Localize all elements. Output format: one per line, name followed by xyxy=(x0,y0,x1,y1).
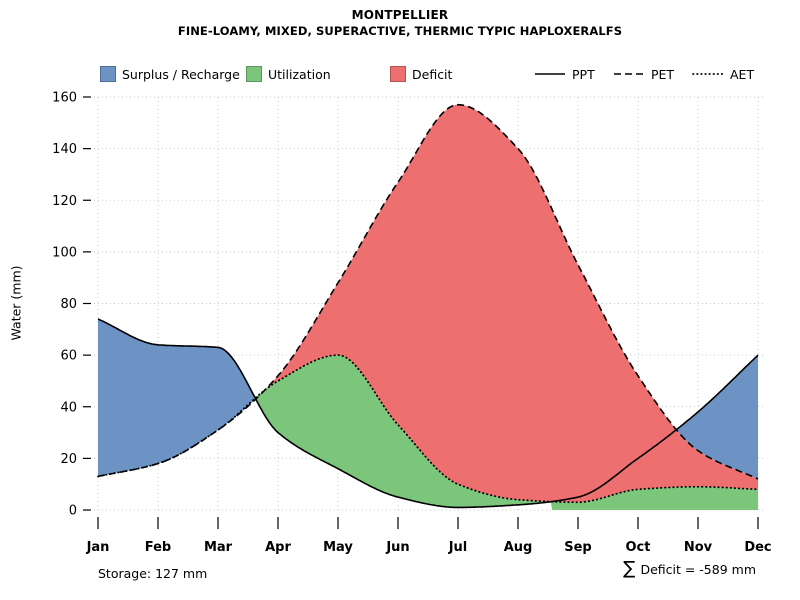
footer-deficit-text: Deficit = -589 mm xyxy=(640,561,756,577)
legend-swatch-deficit xyxy=(390,66,406,82)
y-tick-label: 0 xyxy=(69,504,77,519)
y-tick-label: 20 xyxy=(60,452,77,467)
x-tick-label-may: May xyxy=(323,540,353,555)
y-tick-label: 60 xyxy=(60,349,77,364)
y-tick-label: 80 xyxy=(60,297,77,312)
legend-item-deficit: Deficit xyxy=(390,66,452,82)
deficit-area xyxy=(218,104,758,503)
surplus-area xyxy=(98,319,758,479)
legend-item-pet: PET xyxy=(613,66,674,82)
y-axis-label: Water (mm) xyxy=(8,265,24,341)
legend-swatch-utilization xyxy=(246,66,262,82)
axes: 0 20 40 60 80 100 120 140 160 Jan Feb Mar Apr May Jun J… xyxy=(52,91,771,556)
y-tick-label: 160 xyxy=(52,91,77,106)
aet-line xyxy=(97,354,759,504)
legend-label-utilization: Utilization xyxy=(268,66,331,82)
y-tick-label: 100 xyxy=(52,245,77,260)
ppt-line xyxy=(97,318,759,509)
legend-line-sample-pet xyxy=(614,73,644,75)
x-tick-label-jan: Jan xyxy=(86,540,110,555)
pet-line xyxy=(97,103,759,480)
chart-title: MONTPELLIER xyxy=(351,8,449,22)
y-tick-label: 40 xyxy=(60,400,77,415)
x-tick-label-feb: Feb xyxy=(145,540,171,555)
legend-item-utilization: Utilization xyxy=(246,66,331,82)
footer-storage: Storage: 127 mm xyxy=(98,566,208,581)
x-tick-label-jun: Jun xyxy=(385,540,409,555)
legend-label-deficit: Deficit xyxy=(412,66,453,82)
x-tick-label-sep: Sep xyxy=(564,540,592,555)
legend-item-ppt: PPT xyxy=(534,66,595,82)
legend-label-aet: AET xyxy=(730,66,755,82)
legend-item-surplus-recharge: Surplus / Recharge xyxy=(100,66,240,82)
x-tick-label-oct: Oct xyxy=(626,540,651,555)
x-tick-label-dec: Dec xyxy=(744,540,771,555)
utilization-area xyxy=(255,355,758,510)
legend-line-sample-aet xyxy=(692,73,724,75)
x-tick-label-aug: Aug xyxy=(504,540,533,555)
x-tick-label-nov: Nov xyxy=(684,540,713,555)
legend-label-pet: PET xyxy=(651,66,675,82)
x-tick-label-apr: Apr xyxy=(265,540,291,555)
footer-deficit-sum: ∑ Deficit = -589 mm xyxy=(623,560,756,578)
legend-label-surplus-recharge: Surplus / Recharge xyxy=(122,66,240,82)
legend-line-sample-ppt xyxy=(535,73,565,75)
legend-item-aet: AET xyxy=(692,66,754,82)
y-tick-label: 140 xyxy=(52,142,77,157)
sigma-symbol: ∑ xyxy=(623,558,636,579)
legend-swatch-surplus-recharge xyxy=(100,66,116,82)
chart-subtitle: FINE-LOAMY, MIXED, SUPERACTIVE, THERMIC … xyxy=(177,24,623,38)
y-tick-label: 120 xyxy=(52,194,77,209)
x-tick-label-mar: Mar xyxy=(204,540,233,555)
legend-label-ppt: PPT xyxy=(572,66,595,82)
x-tick-label-jul: Jul xyxy=(448,540,468,555)
